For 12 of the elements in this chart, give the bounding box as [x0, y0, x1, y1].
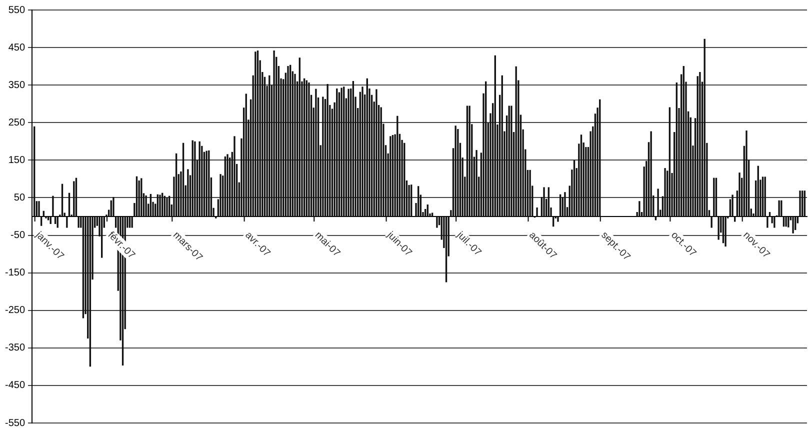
y-tick-label: -450 [5, 380, 26, 392]
y-tick-label: 50 [14, 192, 26, 204]
y-tick-label: 150 [8, 154, 26, 166]
y-tick-label: -550 [5, 418, 26, 429]
y-tick-label: -350 [5, 342, 26, 354]
y-tick-label: 550 [8, 4, 26, 16]
y-tick-label: 250 [8, 117, 26, 128]
y-tick-label: 450 [8, 42, 26, 54]
y-tick-label: -50 [10, 230, 26, 242]
y-tick-label: -150 [5, 268, 26, 279]
y-tick-label: -250 [5, 305, 26, 316]
y-tick-label: 350 [8, 80, 26, 91]
